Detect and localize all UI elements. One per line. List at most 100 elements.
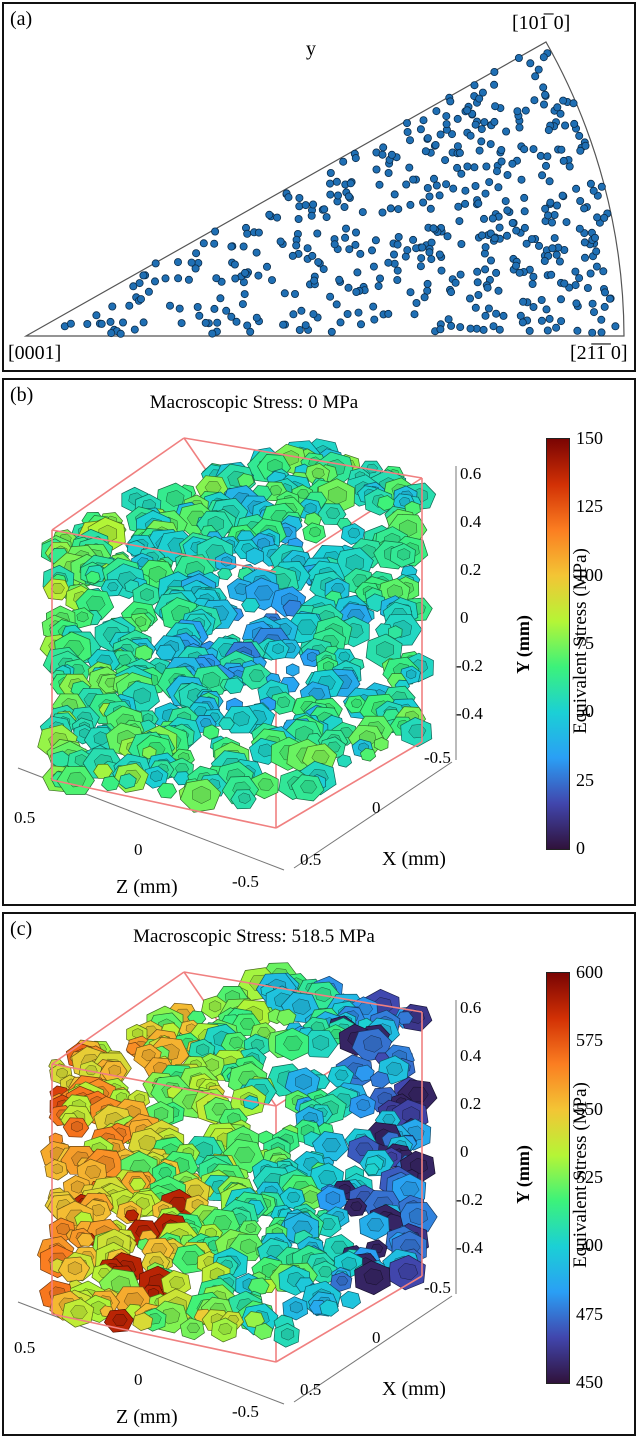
grain-facet <box>253 585 274 601</box>
ipf-point <box>492 268 501 277</box>
grain <box>253 1322 273 1340</box>
grain-facet <box>141 1048 156 1062</box>
ipf-point <box>466 324 475 333</box>
ipf-point <box>301 321 310 330</box>
ipf-point <box>289 310 298 319</box>
ipf-point <box>406 200 415 209</box>
ipf-point <box>295 193 304 202</box>
grain <box>155 644 177 661</box>
ipf-point <box>581 141 590 150</box>
grain <box>76 1232 95 1247</box>
grain <box>369 1071 390 1089</box>
ipf-point <box>232 317 241 326</box>
grain-facet <box>320 1218 336 1230</box>
ipf-point <box>419 116 428 125</box>
ipf-point <box>427 255 436 264</box>
ipf-point <box>535 241 544 250</box>
ipf-point <box>572 299 581 308</box>
ipf-point <box>465 294 474 303</box>
ipf-point <box>520 145 529 154</box>
grain-facet <box>140 588 155 602</box>
grain-facet <box>405 669 417 680</box>
ipf-point <box>332 300 341 309</box>
ipf-point <box>375 274 384 283</box>
ipf-point <box>107 329 116 338</box>
ipf-point <box>470 81 479 90</box>
grain-facet <box>363 1035 383 1053</box>
ipf-point <box>210 304 219 313</box>
ipf-point <box>542 161 551 170</box>
ipf-point <box>527 235 536 244</box>
ipf-point <box>320 205 329 214</box>
ipf-point <box>534 65 543 74</box>
ipf-point <box>552 323 561 332</box>
ipf-point <box>508 159 517 168</box>
ipf-point <box>557 145 566 154</box>
ipf-point <box>478 88 487 97</box>
box-edge <box>51 1313 277 1363</box>
ipf-point <box>384 258 393 267</box>
ipf-point <box>520 207 529 216</box>
grain <box>285 663 300 677</box>
ipf-point <box>227 312 236 321</box>
ipf-point <box>466 131 475 140</box>
ipf-point <box>267 276 276 285</box>
grain-cube-b <box>17 437 457 871</box>
ipf-point <box>544 211 553 220</box>
ipf-point <box>540 100 549 109</box>
ipf-point <box>369 302 378 311</box>
ipf-point <box>548 244 557 253</box>
y-tick-label: 0.6 <box>460 998 482 1017</box>
ipf-point <box>495 223 504 232</box>
colorbar-tick-label: 150 <box>576 428 603 448</box>
ipf-point <box>97 319 106 328</box>
ipf-point <box>330 240 339 249</box>
colorbar-tick-label: 575 <box>576 1030 603 1051</box>
ipf-point <box>571 267 580 276</box>
grain-facet <box>234 583 249 595</box>
y-tick-label: 0.6 <box>460 464 482 483</box>
ipf-point <box>326 292 335 301</box>
ipf-point <box>474 290 483 299</box>
y-tick-label: -0.4 <box>456 704 483 723</box>
colorbar-gradient <box>547 973 569 1383</box>
grain-facet <box>295 1073 312 1090</box>
grain <box>156 782 178 799</box>
panel-b-z-label: Z (mm) <box>116 876 178 898</box>
ipf-point <box>192 249 201 258</box>
ipf-point <box>514 54 523 63</box>
ipf-point <box>477 125 486 134</box>
grain-facet <box>153 1106 169 1121</box>
ipf-point <box>416 125 425 134</box>
grain <box>336 754 353 768</box>
ipf-point <box>501 197 510 206</box>
ipf-point <box>557 295 566 304</box>
panel-c-x-tick-2: 0.5 <box>300 1380 322 1399</box>
grain <box>217 567 233 581</box>
ipf-point <box>390 190 399 199</box>
grain-facet <box>325 1191 341 1206</box>
grain-facet <box>341 1256 358 1271</box>
ipf-point <box>600 213 609 222</box>
grain-facet <box>239 1018 256 1030</box>
ipf-point <box>586 179 595 188</box>
ipf-point <box>327 327 336 336</box>
colorbar-tick-label: 500 <box>576 1235 603 1256</box>
grain-facet <box>239 1238 257 1255</box>
ipf-point <box>313 229 322 238</box>
ipf-point <box>453 163 462 172</box>
ipf-point <box>575 224 584 233</box>
ipf-point <box>456 270 465 279</box>
ipf-point <box>371 236 380 245</box>
ipf-point <box>83 319 92 328</box>
ipf-point <box>492 309 501 318</box>
ipf-point <box>559 156 568 165</box>
y-tick-label: 0 <box>460 1142 469 1161</box>
ipf-point <box>419 198 428 207</box>
ipf-point <box>213 318 222 327</box>
ipf-point <box>295 202 304 211</box>
ipf-point <box>463 162 472 171</box>
ipf-point <box>402 119 411 128</box>
ipf-point <box>326 168 335 177</box>
ipf-point <box>252 313 261 322</box>
